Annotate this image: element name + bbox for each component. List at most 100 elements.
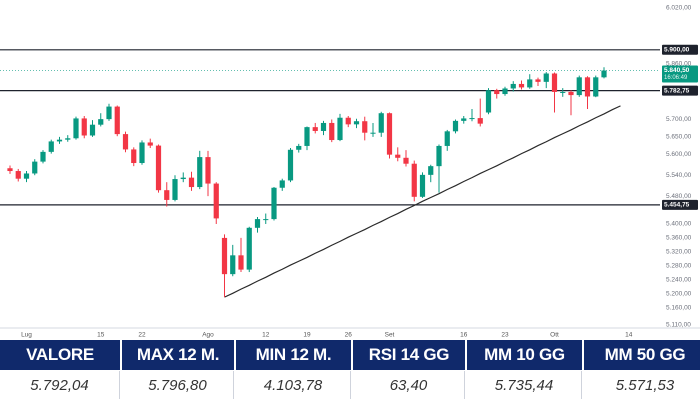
x-tick-label: 19 bbox=[303, 332, 311, 339]
candle-body bbox=[197, 157, 203, 188]
level-label: 5.782,75 bbox=[664, 87, 690, 94]
candle-body bbox=[345, 117, 351, 125]
x-tick-label: Set bbox=[385, 332, 395, 339]
candle-body bbox=[329, 122, 335, 141]
candle-body bbox=[535, 79, 541, 82]
y-tick-label: 5.110,00 bbox=[666, 322, 691, 329]
candle-body bbox=[122, 134, 129, 150]
table-cell: 5.571,53 bbox=[584, 371, 700, 399]
level-label: 5.900,00 bbox=[664, 47, 690, 54]
table-header: MM 10 GG bbox=[467, 340, 582, 370]
candle-body bbox=[428, 166, 434, 175]
candle-body bbox=[411, 163, 417, 197]
table-header: MM 50 GG bbox=[584, 340, 700, 370]
last-price-time: 16:06:49 bbox=[664, 75, 688, 81]
y-tick-label: 5.540,00 bbox=[666, 172, 692, 179]
candle-body bbox=[584, 77, 591, 97]
candle-body bbox=[263, 219, 269, 221]
trendline bbox=[224, 105, 621, 298]
table-cell: 4.103,78 bbox=[236, 371, 351, 399]
candle-body bbox=[593, 77, 599, 97]
x-tick-label: Lug bbox=[21, 332, 32, 339]
x-tick-label: 22 bbox=[138, 332, 146, 339]
candle-body bbox=[444, 131, 450, 146]
candle-body bbox=[15, 171, 21, 179]
candle-body bbox=[230, 255, 236, 275]
level-label-box bbox=[662, 199, 698, 210]
candle-body bbox=[353, 121, 360, 125]
x-tick-label: 12 bbox=[262, 332, 270, 339]
candle-body bbox=[452, 120, 459, 132]
candle-body bbox=[576, 77, 582, 96]
table-cell: 63,40 bbox=[353, 371, 465, 399]
candle-body bbox=[436, 145, 442, 167]
candle-body bbox=[221, 237, 228, 275]
candle-body bbox=[362, 121, 368, 133]
chart: 6.020,00 5.860,00 5.700,00 5.650,00 5.600,00… bbox=[0, 5, 700, 339]
candle-body bbox=[370, 132, 376, 134]
last-price-box bbox=[662, 65, 698, 83]
x-tick-label: 26 bbox=[345, 332, 353, 339]
y-tick-label: 5.860,00 bbox=[666, 60, 692, 67]
y-tick-label: 6.020,00 bbox=[666, 5, 692, 12]
candle-body bbox=[106, 106, 112, 120]
table-cell: 5.792,04 bbox=[0, 371, 120, 399]
candle-body bbox=[164, 190, 170, 200]
candle-body bbox=[56, 139, 63, 142]
candle-body bbox=[213, 183, 219, 219]
candle-body bbox=[271, 187, 277, 220]
candle-body bbox=[48, 141, 54, 152]
candle-body bbox=[296, 145, 302, 150]
candle-body bbox=[155, 145, 162, 191]
candle-body bbox=[188, 177, 195, 188]
x-tick-label: 14 bbox=[625, 332, 633, 339]
candle-body bbox=[246, 227, 252, 270]
candle-body bbox=[403, 157, 409, 164]
y-tick-label: 5.280,00 bbox=[666, 262, 692, 269]
table-header: RSI 14 GG bbox=[353, 340, 465, 370]
candle-body bbox=[469, 118, 475, 120]
last-price-label: 5.840,50 bbox=[664, 67, 690, 74]
candle-body bbox=[205, 157, 211, 184]
candle-body bbox=[494, 90, 500, 95]
y-tick-label: 5.200,00 bbox=[666, 290, 692, 297]
table-header: MIN 12 M. bbox=[236, 340, 351, 370]
candle-body bbox=[395, 154, 401, 158]
candle-body bbox=[386, 113, 393, 155]
candle-body bbox=[238, 255, 244, 270]
x-tick-label: Ago bbox=[202, 332, 214, 339]
candle-body bbox=[23, 173, 30, 179]
candle-body bbox=[7, 168, 13, 172]
candle-body bbox=[560, 91, 566, 93]
candle-body bbox=[601, 70, 607, 78]
y-tick-label: 5.160,00 bbox=[666, 304, 692, 311]
candle-body bbox=[527, 79, 533, 88]
candle-body bbox=[65, 138, 71, 140]
candle-body bbox=[131, 149, 137, 164]
x-tick-label: 15 bbox=[97, 332, 105, 339]
candle-body bbox=[172, 179, 178, 200]
y-tick-label: 5.600,00 bbox=[666, 151, 692, 158]
candle-body bbox=[477, 118, 483, 124]
y-tick-label: 5.240,00 bbox=[666, 276, 692, 283]
candle-body bbox=[32, 161, 38, 174]
y-tick-label: 5.480,00 bbox=[666, 193, 692, 200]
table-header: MAX 12 M. bbox=[122, 340, 234, 370]
candle-body bbox=[40, 151, 46, 162]
y-tick-label: 5.360,00 bbox=[666, 235, 692, 242]
candle-body bbox=[279, 180, 285, 188]
candle-body bbox=[114, 106, 120, 135]
table-cell: 5.796,80 bbox=[122, 371, 234, 399]
candle-body bbox=[254, 219, 261, 228]
candle-body bbox=[568, 91, 574, 96]
table-cell: 5.735,44 bbox=[467, 371, 582, 399]
candle-body bbox=[98, 119, 104, 125]
candle-body bbox=[139, 142, 145, 164]
candle-body bbox=[510, 83, 516, 89]
stats-table: VALORE MAX 12 M. MIN 12 M. RSI 14 GG MM … bbox=[0, 340, 700, 400]
candle-body bbox=[378, 113, 384, 133]
candle-body bbox=[312, 127, 318, 131]
candle-body bbox=[73, 118, 79, 139]
candle-body bbox=[485, 90, 492, 113]
